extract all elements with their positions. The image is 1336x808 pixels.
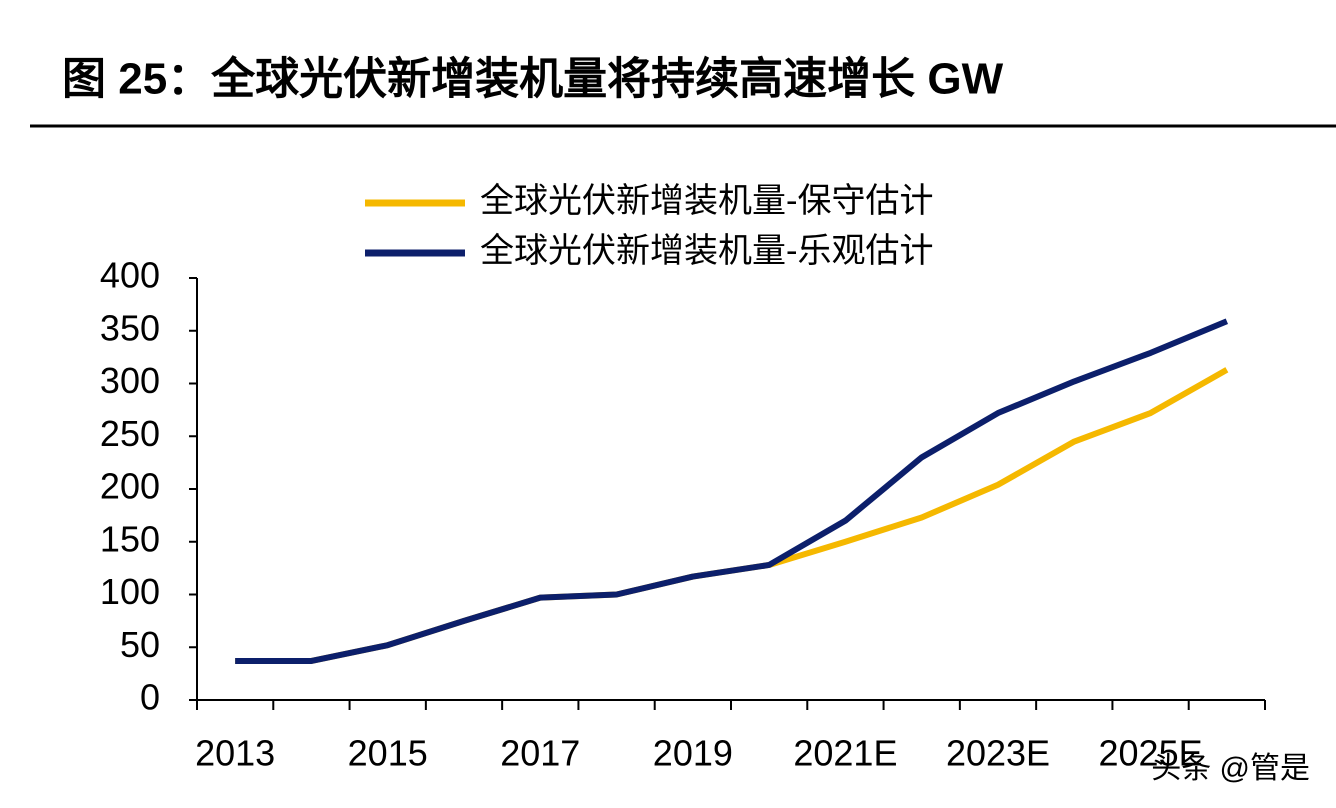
y-tick-label: 300	[100, 360, 160, 401]
x-tick-label: 2015	[348, 733, 428, 774]
x-tick-label: 2019	[653, 733, 733, 774]
y-tick-label: 200	[100, 466, 160, 507]
legend-label: 全球光伏新增装机量-保守估计	[480, 181, 934, 221]
x-tick-label: 2013	[195, 733, 275, 774]
y-tick-label: 50	[120, 624, 160, 665]
y-tick-label: 250	[100, 413, 160, 454]
y-tick-label: 400	[100, 255, 160, 296]
y-tick-label: 100	[100, 571, 160, 612]
chart-title: 图 25：全球光伏新增装机量将持续高速增长 GW	[62, 54, 1004, 104]
y-tick-label: 350	[100, 307, 160, 348]
series-line	[235, 367, 1229, 664]
x-tick-label: 2025E	[1099, 733, 1203, 774]
watermark: 头条 @管是	[1151, 752, 1310, 785]
series-line	[235, 318, 1229, 664]
y-tick-label: 150	[100, 518, 160, 559]
y-tick-label: 0	[140, 677, 160, 718]
x-tick-label: 2017	[500, 733, 580, 774]
legend-label: 全球光伏新增装机量-乐观估计	[480, 231, 934, 271]
x-tick-label: 2023E	[946, 733, 1050, 774]
x-tick-label: 2021E	[793, 733, 897, 774]
